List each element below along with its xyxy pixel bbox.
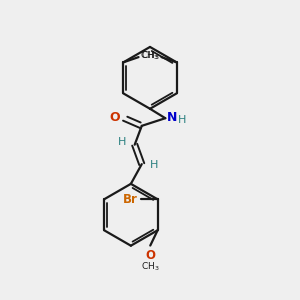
Text: H: H	[118, 137, 126, 147]
Text: O: O	[109, 110, 120, 124]
Text: N: N	[167, 110, 178, 124]
Text: Br: Br	[123, 193, 138, 206]
Text: H: H	[178, 115, 186, 125]
Text: H: H	[150, 160, 158, 170]
Text: O: O	[145, 249, 155, 262]
Text: CH$_3$: CH$_3$	[141, 261, 160, 273]
Text: CH$_3$: CH$_3$	[141, 50, 160, 62]
Text: CH$_3$: CH$_3$	[140, 50, 159, 62]
